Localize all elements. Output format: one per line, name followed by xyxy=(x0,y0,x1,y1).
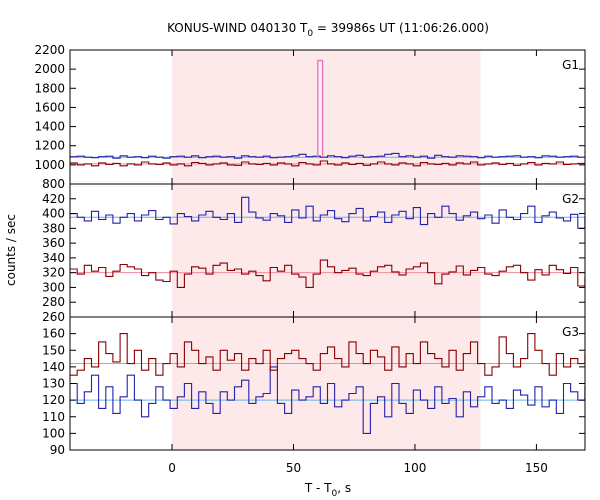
y-tick-label: 260 xyxy=(42,310,65,324)
series-blue-line xyxy=(70,196,585,229)
y-tick-label: 130 xyxy=(42,377,65,391)
plot-area xyxy=(70,59,585,167)
panel-g3: 90 100 110 120 130 140 150 160 G3 xyxy=(42,316,586,457)
y-tick-label: 1600 xyxy=(34,100,65,114)
x-axis-label: T - T0, s xyxy=(304,481,351,499)
y-tick-label: 120 xyxy=(42,393,65,407)
panel-label: G2 xyxy=(562,192,579,206)
series-red-line xyxy=(70,333,585,376)
y-tick-label: 340 xyxy=(42,251,65,265)
panel-label: G3 xyxy=(562,325,579,339)
panel-g1: 800 1000 1200 1400 1600 1800 2000 2200 G1 xyxy=(34,43,586,191)
y-tick-label: 300 xyxy=(42,280,65,294)
y-tick-label: 1000 xyxy=(34,158,65,172)
series-blue-line xyxy=(70,366,585,434)
y-tick-label: 140 xyxy=(42,360,65,374)
series-red-line xyxy=(70,259,585,288)
y-axis-label: counts / sec xyxy=(4,214,18,286)
y-tick-label: 400 xyxy=(42,207,65,221)
y-tick-label: 2000 xyxy=(34,62,65,76)
x-tick-label: 150 xyxy=(525,461,548,475)
y-tick-label: 2200 xyxy=(34,43,65,57)
x-axis-ticks: 0 50 100 150 xyxy=(168,461,548,475)
y-tick-label: 320 xyxy=(42,266,65,280)
y-tick-label: 110 xyxy=(42,410,65,424)
y-tick-label: 100 xyxy=(42,426,65,440)
y-tick-label: 380 xyxy=(42,221,65,235)
y-tick-label: 150 xyxy=(42,343,65,357)
panels: 8001000120014001600180020002200G12602803… xyxy=(34,43,586,457)
series-blue-line xyxy=(70,152,585,159)
chart-title: KONUS-WIND 040130 T0 = 39986s UT (11:06:… xyxy=(167,21,489,39)
y-tick-label: 160 xyxy=(42,327,65,341)
x-tick-label: 0 xyxy=(168,461,176,475)
y-tick-label: 90 xyxy=(50,443,65,457)
panel-label: G1 xyxy=(562,58,579,72)
shaded-interval xyxy=(172,184,481,317)
plot-area xyxy=(70,196,585,288)
x-tick-label: 50 xyxy=(286,461,301,475)
x-tick-label: 100 xyxy=(403,461,426,475)
plot-area xyxy=(70,333,585,434)
shaded-interval xyxy=(172,50,481,184)
shaded-interval xyxy=(172,317,481,450)
y-tick-label: 1800 xyxy=(34,81,65,95)
y-tick-label: 360 xyxy=(42,236,65,250)
y-tick-label: 420 xyxy=(42,192,65,206)
spike-outline xyxy=(317,59,324,158)
y-tick-label: 1200 xyxy=(34,139,65,153)
y-tick-label: 1400 xyxy=(34,120,65,134)
y-tick-label: 800 xyxy=(42,177,65,191)
series-red-line xyxy=(70,160,585,167)
y-tick-label: 280 xyxy=(42,295,65,309)
